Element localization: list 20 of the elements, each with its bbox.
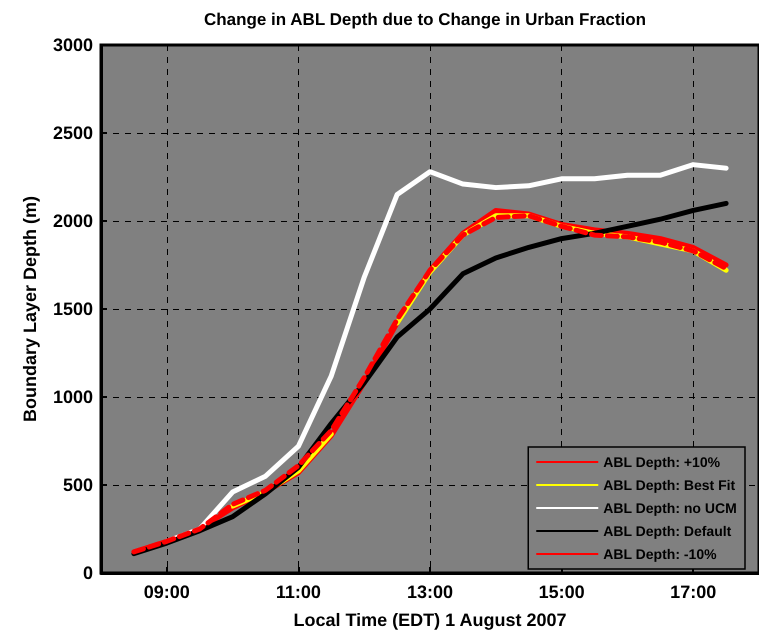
y-tick-label: 1000 (52, 387, 93, 407)
x-axis-title: Local Time (EDT) 1 August 2007 (293, 610, 567, 630)
y-tick-label: 500 (62, 475, 93, 495)
y-tick-label: 1500 (52, 299, 93, 319)
legend-label: ABL Depth: +10% (603, 454, 721, 470)
y-tick-label: 0 (82, 563, 93, 583)
x-tick-label: 13:00 (406, 582, 454, 602)
y-tick-label: 2000 (52, 211, 93, 231)
y-tick-label: 3000 (52, 35, 93, 55)
chart-title: Change in ABL Depth due to Change in Urban Fraction (204, 10, 646, 29)
legend-label: ABL Depth: no UCM (603, 500, 737, 516)
x-tick-label: 11:00 (276, 582, 321, 602)
y-tick-label: 2500 (52, 123, 93, 143)
x-tick-label: 09:00 (144, 582, 190, 602)
legend-label: ABL Depth: Best Fit (603, 477, 736, 493)
x-tick-label: 15:00 (538, 582, 585, 602)
x-tick-label: 17:00 (670, 582, 716, 602)
y-axis-title: Boundary Layer Depth (m) (20, 196, 40, 422)
legend-label: ABL Depth: -10% (603, 546, 718, 562)
legend-label: ABL Depth: Default (603, 523, 732, 539)
